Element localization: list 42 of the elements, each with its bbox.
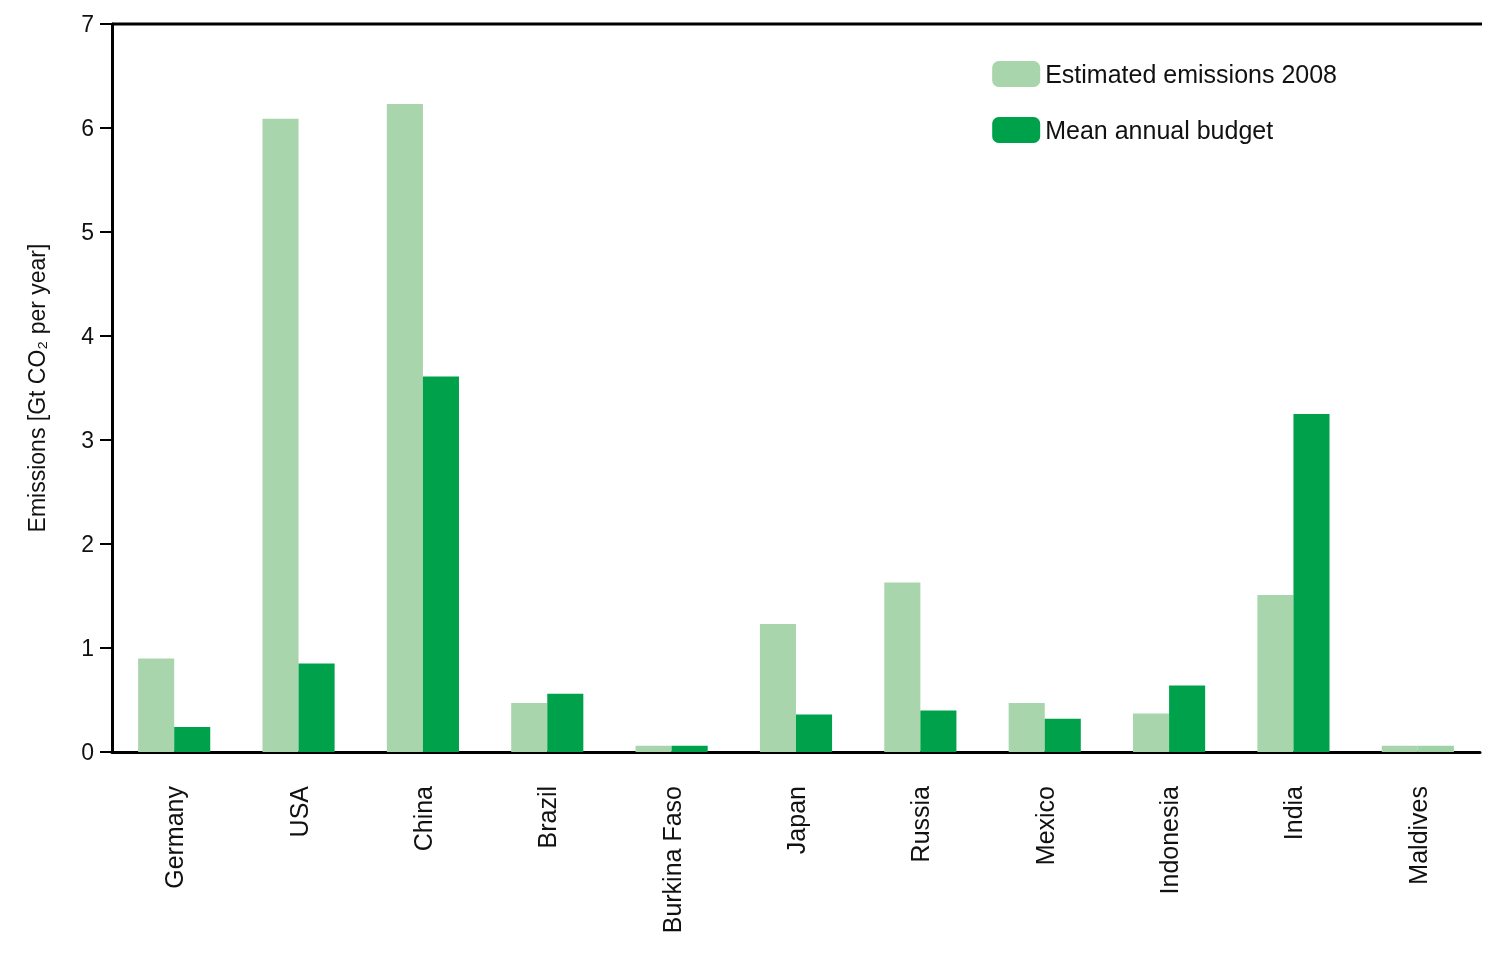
bar (511, 703, 548, 752)
bar (1008, 703, 1045, 752)
bar (422, 376, 459, 752)
x-tick-label: Burkina Faso (657, 786, 686, 934)
bar (1044, 718, 1081, 752)
x-tick-label: Russia (906, 785, 935, 863)
bar (884, 582, 921, 752)
bar (1293, 414, 1330, 752)
bar (635, 745, 672, 752)
y-tick-label: 7 (81, 11, 94, 37)
bar (1257, 594, 1294, 752)
bar (1133, 713, 1170, 752)
bar (138, 658, 175, 752)
y-tick-label: 0 (81, 739, 94, 765)
x-tick-label: India (1279, 785, 1308, 841)
bar (386, 104, 423, 752)
legend-label: Mean annual budget (1045, 116, 1274, 144)
y-tick-label: 1 (81, 635, 94, 661)
bar (1169, 685, 1206, 752)
x-tick-label: Germany (160, 785, 189, 889)
x-tick-label: USA (284, 785, 313, 838)
bar (298, 663, 335, 752)
y-tick-label: 5 (81, 219, 94, 245)
y-tick-label: 4 (81, 323, 95, 349)
x-tick-label: Indonesia (1155, 785, 1184, 895)
legend-label: Estimated emissions 2008 (1045, 60, 1337, 88)
y-tick-label: 2 (81, 531, 94, 557)
x-tick-label: Japan (782, 786, 810, 855)
x-tick-label: Maldives (1403, 786, 1432, 885)
bar (671, 745, 708, 752)
x-tick-label: China (408, 785, 437, 852)
bar (759, 624, 796, 752)
y-tick-label: 3 (81, 427, 94, 453)
bar (920, 710, 957, 752)
bar (796, 714, 833, 752)
bar (262, 118, 299, 752)
y-axis-title: Emissions [Gt CO₂ per year] (23, 243, 50, 533)
x-tick-label: Brazil (533, 786, 562, 849)
x-tick-label: Mexico (1030, 786, 1059, 866)
bar (174, 727, 211, 752)
bar (547, 693, 584, 752)
y-tick-label: 6 (81, 115, 94, 141)
